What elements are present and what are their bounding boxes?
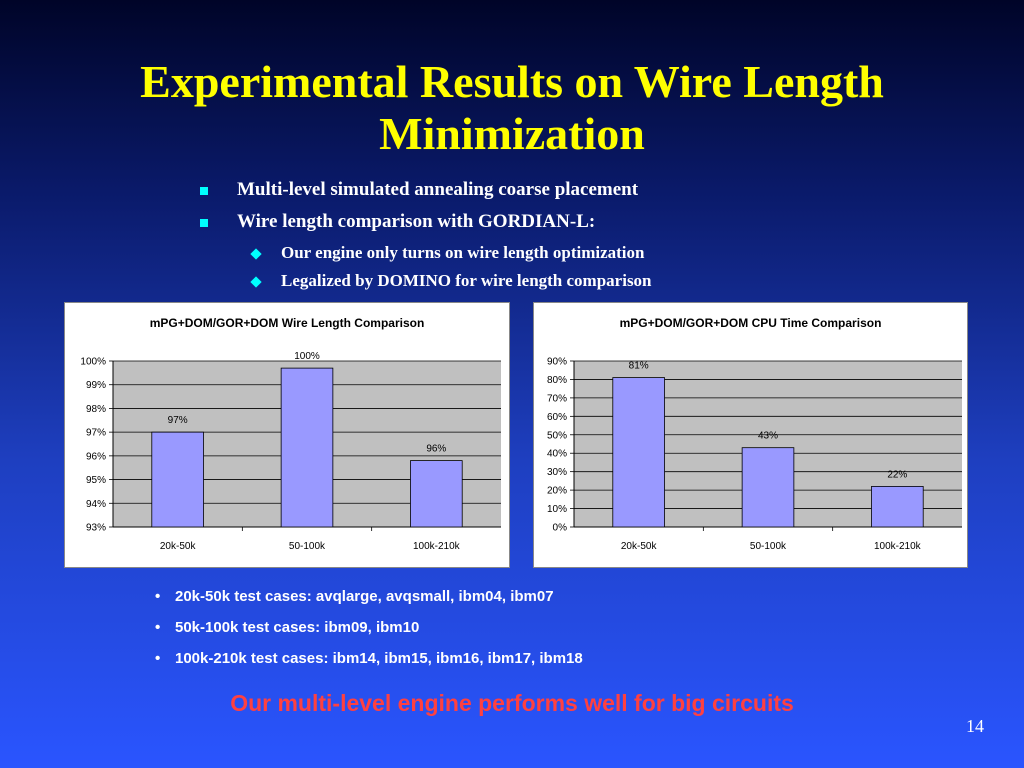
bullet-list: Multi-level simulated annealing coarse p… xyxy=(0,0,1024,300)
cpu-time-chart-svg: mPG+DOM/GOR+DOM CPU Time Comparison 0% 10%… xyxy=(547,316,962,552)
diamond-bullet-icon xyxy=(250,248,262,260)
note-item: • 50k-100k test cases: ibm09, ibm10 xyxy=(155,619,419,636)
y-tick-label: 80% xyxy=(547,375,567,386)
sub-bullet-item: Our engine only turns on wire length opt… xyxy=(281,243,645,262)
note-item: • 20k-50k test cases: avqlarge, avqsmall,… xyxy=(155,588,554,605)
data-label: 96% xyxy=(426,444,446,455)
y-tick-label: 10% xyxy=(547,504,567,515)
x-tick-label: 100k-210k xyxy=(874,541,922,552)
diamond-bullet-icon xyxy=(250,276,262,288)
y-tick-label: 100% xyxy=(80,357,106,368)
y-tick-label: 99% xyxy=(86,380,106,391)
page-number: 14 xyxy=(966,716,984,736)
data-label: 97% xyxy=(168,415,188,426)
bar xyxy=(151,431,204,528)
y-tick-label: 30% xyxy=(547,467,567,478)
bar xyxy=(280,367,334,528)
y-tick-label: 93% xyxy=(86,523,106,534)
chart-title: mPG+DOM/GOR+DOM Wire Length Comparison xyxy=(150,316,425,330)
data-label: 81% xyxy=(629,361,649,372)
bullet-item: Wire length comparison with GORDIAN-L: xyxy=(237,211,596,232)
data-label: 43% xyxy=(758,431,778,442)
y-tick-label: 98% xyxy=(86,404,106,415)
y-tick-label: 96% xyxy=(86,451,106,462)
conclusion-tagline: Our multi-level engine performs well for… xyxy=(230,690,794,716)
note-text: 100k-210k test cases: ibm14, ibm15, ibm1… xyxy=(175,650,583,667)
x-tick-label: 20k-50k xyxy=(160,541,197,552)
y-tick-label: 50% xyxy=(547,430,567,441)
slide-title: Experimental Results on Wire Length Mini… xyxy=(140,56,884,159)
sub-bullet-item: Legalized by DOMINO for wire length comp… xyxy=(281,271,652,290)
y-tick-label: 20% xyxy=(547,486,567,497)
x-tick-label: 100k-210k xyxy=(413,541,461,552)
wire-length-chart-svg: mPG+DOM/GOR+DOM Wire Length Comparison 93… xyxy=(80,316,501,552)
bar xyxy=(741,447,795,528)
chart-title: mPG+DOM/GOR+DOM CPU Time Comparison xyxy=(620,316,882,330)
y-tick-label: 95% xyxy=(86,475,106,486)
bullet-dot-icon: • xyxy=(155,650,161,667)
bullet-item: Multi-level simulated annealing coarse p… xyxy=(237,179,639,200)
y-tick-label: 60% xyxy=(547,412,567,423)
bar xyxy=(871,486,924,528)
bar xyxy=(612,377,665,528)
bullet-dot-icon: • xyxy=(155,588,161,605)
bullet-dot-icon: • xyxy=(155,619,161,636)
y-tick-label: 90% xyxy=(547,357,567,368)
data-label: 22% xyxy=(887,469,907,480)
wire-length-chart: mPG+DOM/GOR+DOM Wire Length Comparison 93… xyxy=(64,302,510,568)
data-label: 100% xyxy=(294,351,320,362)
square-bullet-icon xyxy=(200,187,208,195)
cpu-time-chart: mPG+DOM/GOR+DOM CPU Time Comparison 0% 10%… xyxy=(533,302,968,568)
y-tick-label: 97% xyxy=(86,428,106,439)
x-tick-label: 50-100k xyxy=(750,541,787,552)
note-text: 50k-100k test cases: ibm09, ibm10 xyxy=(175,619,420,636)
x-tick-label: 20k-50k xyxy=(621,541,658,552)
square-bullet-icon xyxy=(200,219,208,227)
x-tick-label: 50-100k xyxy=(289,541,326,552)
y-tick-label: 0% xyxy=(553,523,568,534)
note-item: • 100k-210k test cases: ibm14, ibm15, ibm… xyxy=(155,650,583,667)
y-tick-label: 70% xyxy=(547,393,567,404)
bar xyxy=(410,460,463,528)
y-tick-label: 40% xyxy=(547,449,567,460)
y-tick-label: 94% xyxy=(86,499,106,510)
note-text: 20k-50k test cases: avqlarge, avqsmall, … xyxy=(175,588,554,605)
